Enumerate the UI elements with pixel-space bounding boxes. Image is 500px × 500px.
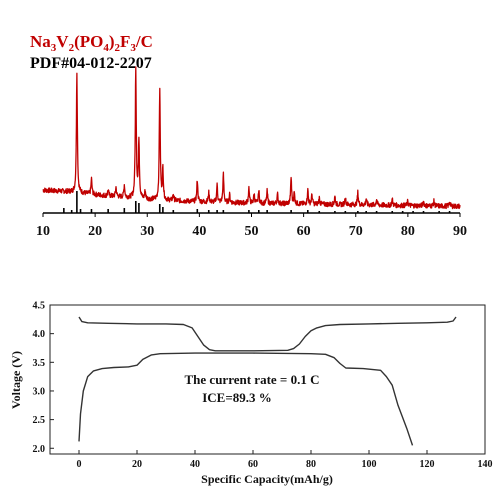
xrd-tick-label: 40	[192, 224, 206, 239]
xrd-tick-label: 20	[88, 224, 102, 239]
xrd-sample-line	[42, 66, 461, 210]
xrd-tick-label: 50	[245, 224, 259, 239]
xrd-sample-series	[42, 66, 461, 210]
ec-x-tick-label: 80	[306, 459, 316, 470]
xrd-x-axis: 10 20 30 40 50 60 70 80 90	[36, 212, 467, 239]
ec-axes: 0 20 40 60 80 100 120 140 2.0 2.5 3.0 3.5 4.0 4.5	[33, 301, 493, 471]
charge-discharge-chart: 0 20 40 60 80 100 120 140 2.0 2.5 3.0 3.5 4.0 4.5 The…	[9, 301, 493, 487]
xrd-tick-label: 60	[297, 224, 311, 239]
rate-annotation: The current rate = 0.1 C	[185, 372, 320, 387]
ice-annotation: ICE=89.3 %	[202, 390, 272, 405]
ec-x-tick-label: 140	[478, 459, 493, 470]
plot-frame	[49, 304, 486, 455]
ec-x-tick-label: 60	[248, 459, 258, 470]
xrd-tick-label: 30	[140, 224, 154, 239]
ec-x-tick-label: 40	[190, 459, 200, 470]
legend-sample: Na3V2(PO4)2F3/C	[30, 32, 153, 54]
xrd-tick-label: 80	[401, 224, 415, 239]
ec-curves	[78, 316, 457, 446]
ec-y-tick-label: 4.5	[33, 301, 46, 312]
charge-curve	[78, 352, 414, 446]
ec-y-tick-label: 3.5	[33, 358, 46, 369]
xrd-tick-label: 10	[36, 224, 50, 239]
ec-y-tick-label: 2.0	[33, 444, 46, 455]
ec-x-tick-label: 0	[77, 459, 82, 470]
x-axis-label: Specific Capacity(mAh/g)	[201, 472, 333, 486]
ec-y-tick-label: 3.0	[33, 386, 46, 397]
ec-x-tick-label: 20	[132, 459, 142, 470]
legend-reference: PDF#04-012-2207	[30, 55, 152, 72]
xrd-chart: 10 20 30 40 50 60 70 80 90	[36, 66, 467, 239]
ec-x-tick-label: 120	[420, 459, 435, 470]
xrd-tick-label: 70	[349, 224, 363, 239]
ec-y-tick-label: 4.0	[33, 329, 46, 340]
ec-x-tick-label: 100	[362, 459, 377, 470]
xrd-tick-label: 90	[453, 224, 467, 239]
xrd-reference-series	[63, 191, 451, 213]
y-axis-label: Voltage (V)	[9, 351, 23, 409]
discharge-curve	[78, 316, 457, 352]
ec-y-tick-label: 2.5	[33, 415, 46, 426]
